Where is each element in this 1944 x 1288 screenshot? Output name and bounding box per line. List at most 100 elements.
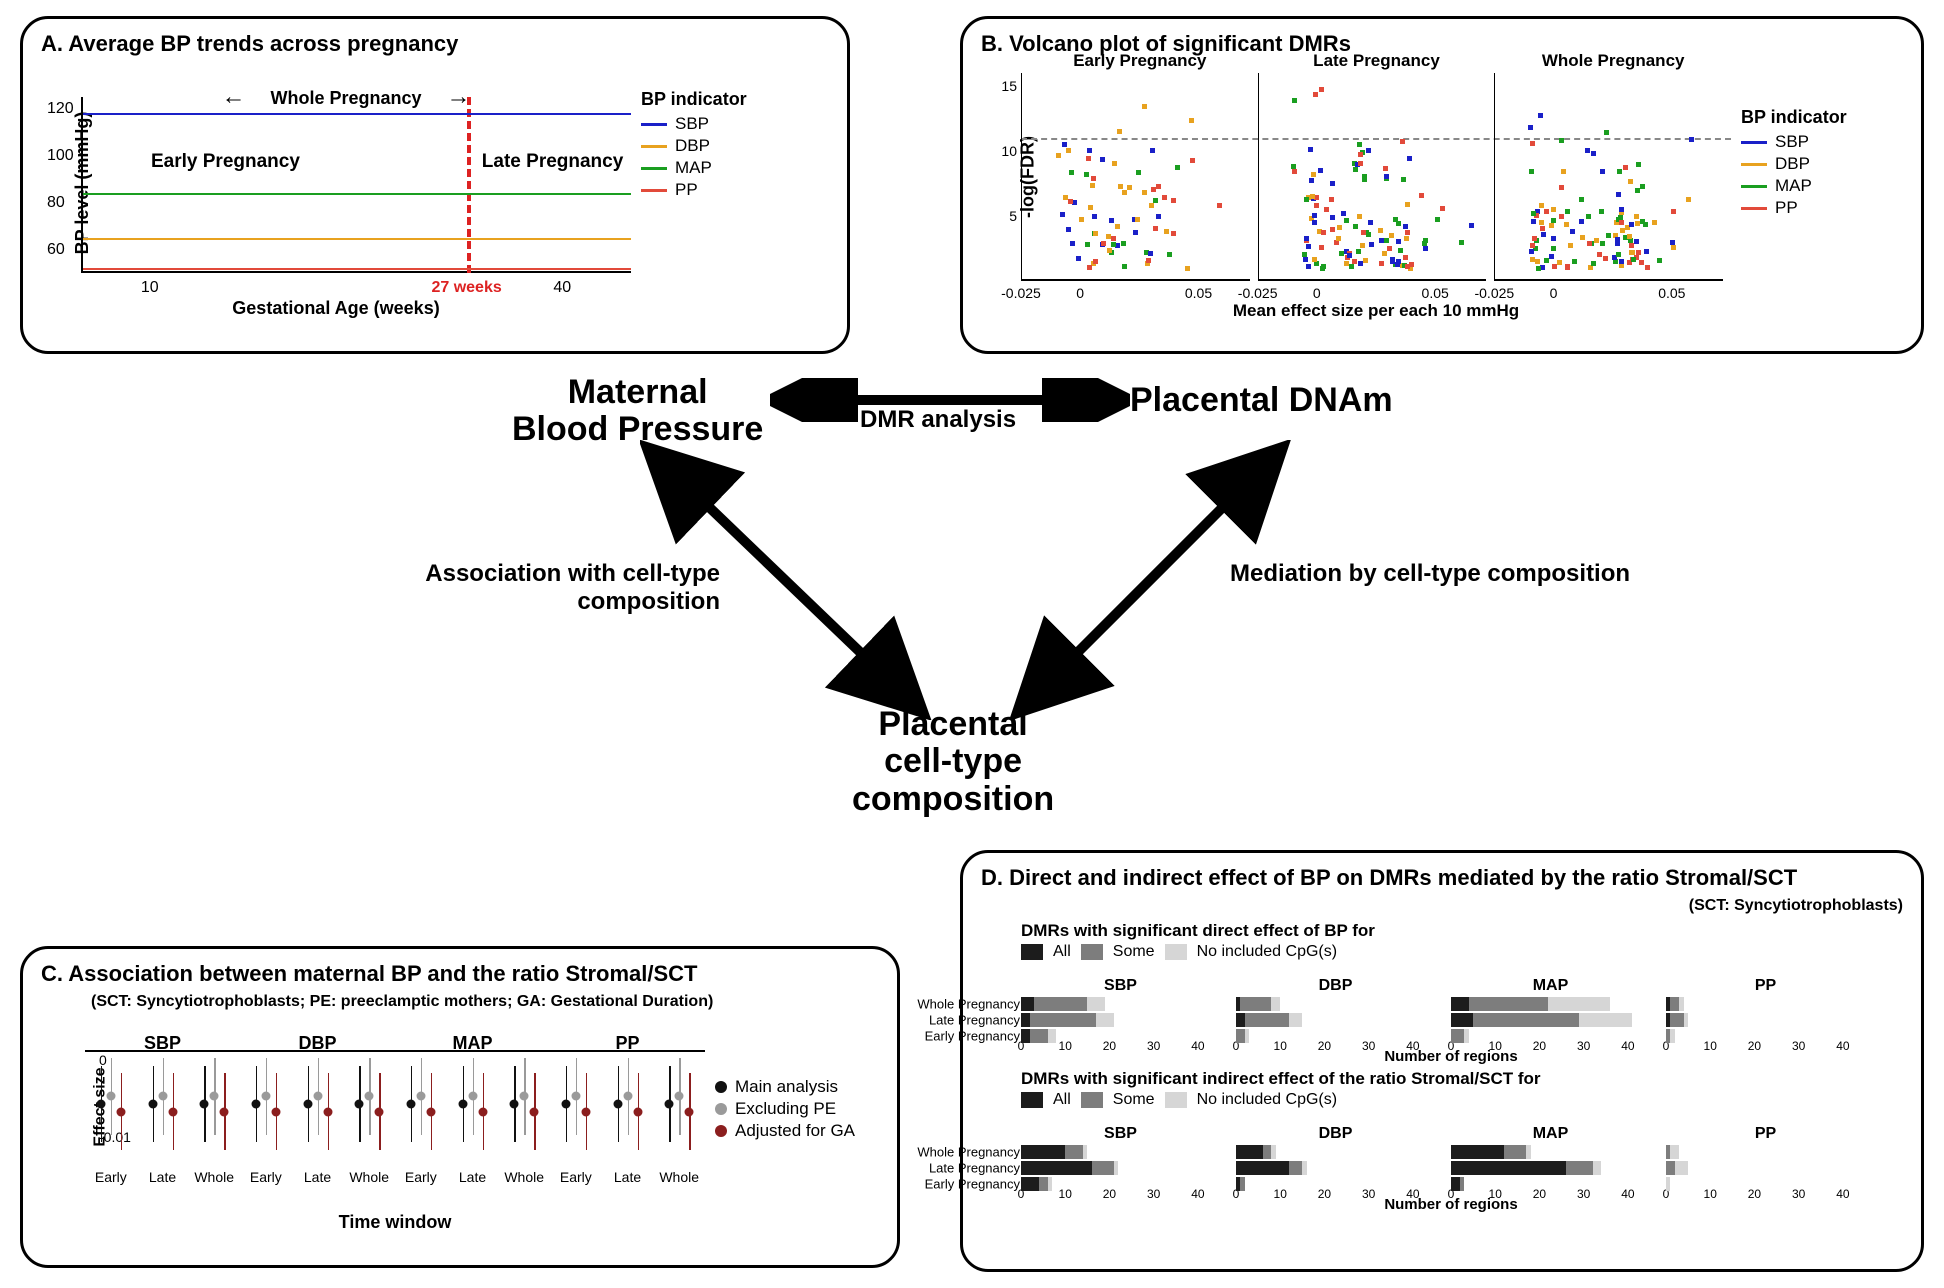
dot xyxy=(1551,218,1556,223)
panel-c-legend: Main analysisExcluding PEAdjusted for GA xyxy=(715,1075,875,1143)
dot xyxy=(1314,203,1319,208)
dot xyxy=(1330,215,1335,220)
dot xyxy=(1092,214,1097,219)
legend-item-dbp: DBP xyxy=(641,136,801,156)
dot xyxy=(1616,252,1621,257)
dot xyxy=(1100,157,1105,162)
bar-seg xyxy=(1048,1177,1052,1191)
sub-row: SBP010203040Whole PregnancyLate Pregnanc… xyxy=(1021,965,1881,1063)
point xyxy=(613,1100,622,1109)
early-label: Early Pregnancy xyxy=(151,151,300,173)
point xyxy=(458,1100,467,1109)
dot xyxy=(1440,206,1445,211)
ytick: Early Pregnancy xyxy=(925,1029,1020,1044)
dot xyxy=(1384,238,1389,243)
xtick: Early xyxy=(250,1169,282,1185)
bar-seg xyxy=(1302,1161,1306,1175)
dot xyxy=(1528,125,1533,130)
zero-line xyxy=(240,1050,395,1052)
axis-y xyxy=(81,97,83,273)
legend-label: All xyxy=(1053,943,1071,961)
axis-x xyxy=(1258,279,1487,281)
ytick: 10 xyxy=(1001,143,1021,159)
bar-seg xyxy=(1684,1013,1688,1027)
dot xyxy=(1570,229,1575,234)
legend-item-sbp: SBP xyxy=(1741,132,1901,152)
dot xyxy=(1401,177,1406,182)
dot xyxy=(1135,217,1140,222)
edge-label-left: Association with cell-type composition xyxy=(300,560,720,616)
subplot-dbp: DBP010203040 xyxy=(1236,1129,1435,1183)
node-cell-type: Placental cell-type composition xyxy=(852,706,1054,818)
legend-title: BP indicator xyxy=(1741,107,1901,128)
bar-seg xyxy=(1236,1029,1245,1043)
divider-27w xyxy=(467,97,471,273)
dot xyxy=(1066,148,1071,153)
dot xyxy=(1142,190,1147,195)
dot xyxy=(1629,222,1634,227)
dot xyxy=(1536,266,1541,271)
dot xyxy=(1162,195,1167,200)
dot xyxy=(1319,245,1324,250)
dot xyxy=(1117,129,1122,134)
dot xyxy=(1358,152,1363,157)
dot xyxy=(1384,174,1389,179)
legend-item-map: MAP xyxy=(1741,176,1901,196)
dot xyxy=(1579,197,1584,202)
dot xyxy=(1060,212,1065,217)
ytick: Whole Pregnancy xyxy=(917,997,1020,1012)
legend-label: No included CpG(s) xyxy=(1197,943,1338,961)
dot xyxy=(1539,203,1544,208)
dot xyxy=(1149,203,1154,208)
dot xyxy=(1088,205,1093,210)
dot xyxy=(1337,225,1342,230)
dot xyxy=(1185,266,1190,271)
legend: AllSomeNo included CpG(s) xyxy=(1021,1091,1881,1109)
panel-c-xlab: Time window xyxy=(85,1212,705,1233)
dot xyxy=(1321,264,1326,269)
dot xyxy=(1156,184,1161,189)
dot xyxy=(1631,257,1636,262)
dot xyxy=(1423,246,1428,251)
point xyxy=(148,1100,157,1109)
dot xyxy=(1353,224,1358,229)
dot xyxy=(1405,264,1410,269)
bar-seg xyxy=(1473,1013,1579,1027)
xtick: Whole xyxy=(504,1169,544,1185)
panel-b-xlab: Mean effect size per each 10 mmHg xyxy=(1021,301,1731,321)
dot xyxy=(1324,207,1329,212)
point xyxy=(96,1100,105,1109)
late-label: Late Pregnancy xyxy=(482,151,624,173)
dot xyxy=(1066,227,1071,232)
divider-tick-label: 27 weeks xyxy=(431,279,501,297)
bar-seg xyxy=(1021,1161,1092,1175)
dot xyxy=(1389,233,1394,238)
chart-a: BP level (mmHg) Gestational Age (weeks) … xyxy=(41,63,801,303)
dot xyxy=(1565,209,1570,214)
bar-seg xyxy=(1451,1013,1473,1027)
dot xyxy=(1369,242,1374,247)
dot xyxy=(1387,246,1392,251)
bar-seg xyxy=(1021,997,1034,1011)
subplot-map: MAP010203040 xyxy=(1451,1129,1650,1183)
point xyxy=(426,1107,435,1116)
bar-seg xyxy=(1679,997,1683,1011)
point xyxy=(520,1092,529,1101)
dot xyxy=(1313,92,1318,97)
bar-seg xyxy=(1030,1029,1048,1043)
node-placental-dnam: Placental DNAm xyxy=(1130,382,1393,419)
dot xyxy=(1292,169,1297,174)
point xyxy=(633,1107,642,1116)
row-title: DMRs with significant indirect effect of… xyxy=(1021,1069,1881,1089)
dot xyxy=(1076,256,1081,261)
dot xyxy=(1657,258,1662,263)
bar-seg xyxy=(1034,997,1087,1011)
ytick: Late Pregnancy xyxy=(929,1013,1020,1028)
dot xyxy=(1629,243,1634,248)
dot xyxy=(1121,241,1126,246)
ytick: 60 xyxy=(47,241,65,259)
bar-seg xyxy=(1666,1177,1670,1191)
dot xyxy=(1540,226,1545,231)
dot xyxy=(1361,230,1366,235)
dot xyxy=(1356,249,1361,254)
